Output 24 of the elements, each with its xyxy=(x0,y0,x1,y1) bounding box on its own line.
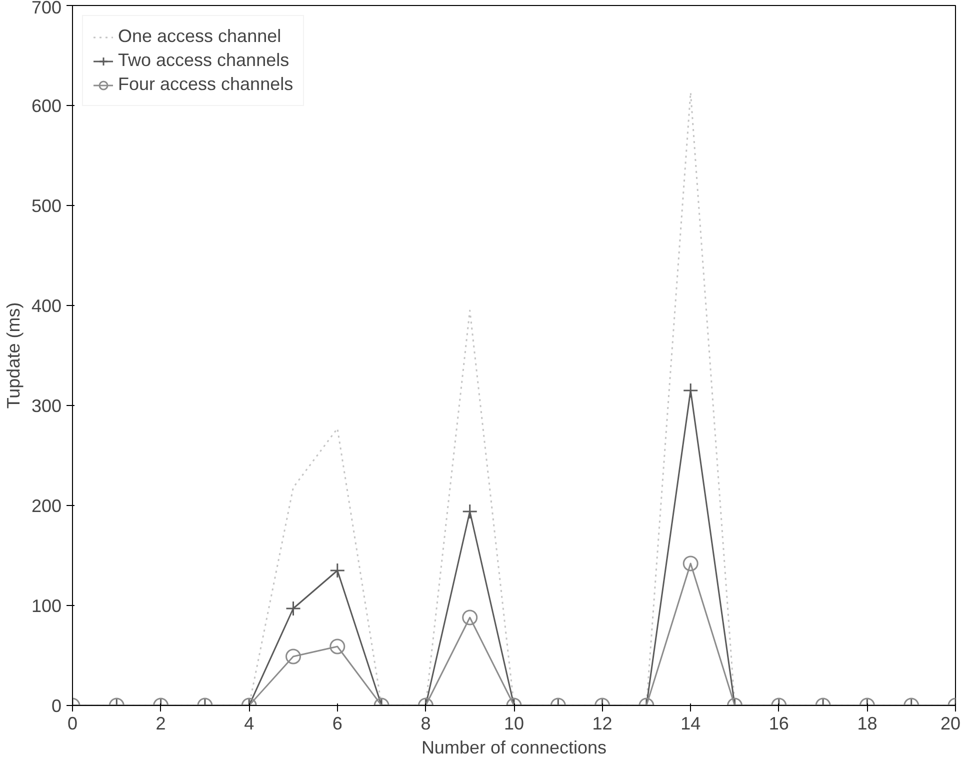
y-tick-label: 0 xyxy=(51,696,62,716)
x-axis-title: Number of connections xyxy=(421,738,607,758)
x-tick-label: 0 xyxy=(67,714,78,734)
x-tick-label: 10 xyxy=(504,714,524,734)
legend-label: One access channel xyxy=(118,26,282,47)
x-tick-label: 16 xyxy=(768,714,789,734)
y-tick-label: 700 xyxy=(31,0,62,18)
x-tick-label: 2 xyxy=(156,714,166,734)
x-tick-label: 6 xyxy=(332,714,342,734)
y-tick-label: 100 xyxy=(31,596,62,616)
x-tick-label: 18 xyxy=(857,714,878,734)
legend-label: Two access channels xyxy=(118,50,290,71)
legend-label: Four access channels xyxy=(118,74,294,95)
y-tick-label: 600 xyxy=(31,96,62,116)
y-tick-label: 400 xyxy=(31,296,62,316)
y-tick-label: 500 xyxy=(31,196,62,216)
y-tick-label: 200 xyxy=(31,496,62,516)
x-tick-label: 8 xyxy=(420,714,431,734)
x-tick-label: 12 xyxy=(592,714,612,734)
x-tick-label: 14 xyxy=(680,714,701,734)
y-axis-title: Tupdate (ms) xyxy=(3,302,24,409)
x-tick-label: 20 xyxy=(940,714,961,734)
x-tick-label: 4 xyxy=(244,714,254,734)
y-tick-label: 300 xyxy=(31,396,62,416)
